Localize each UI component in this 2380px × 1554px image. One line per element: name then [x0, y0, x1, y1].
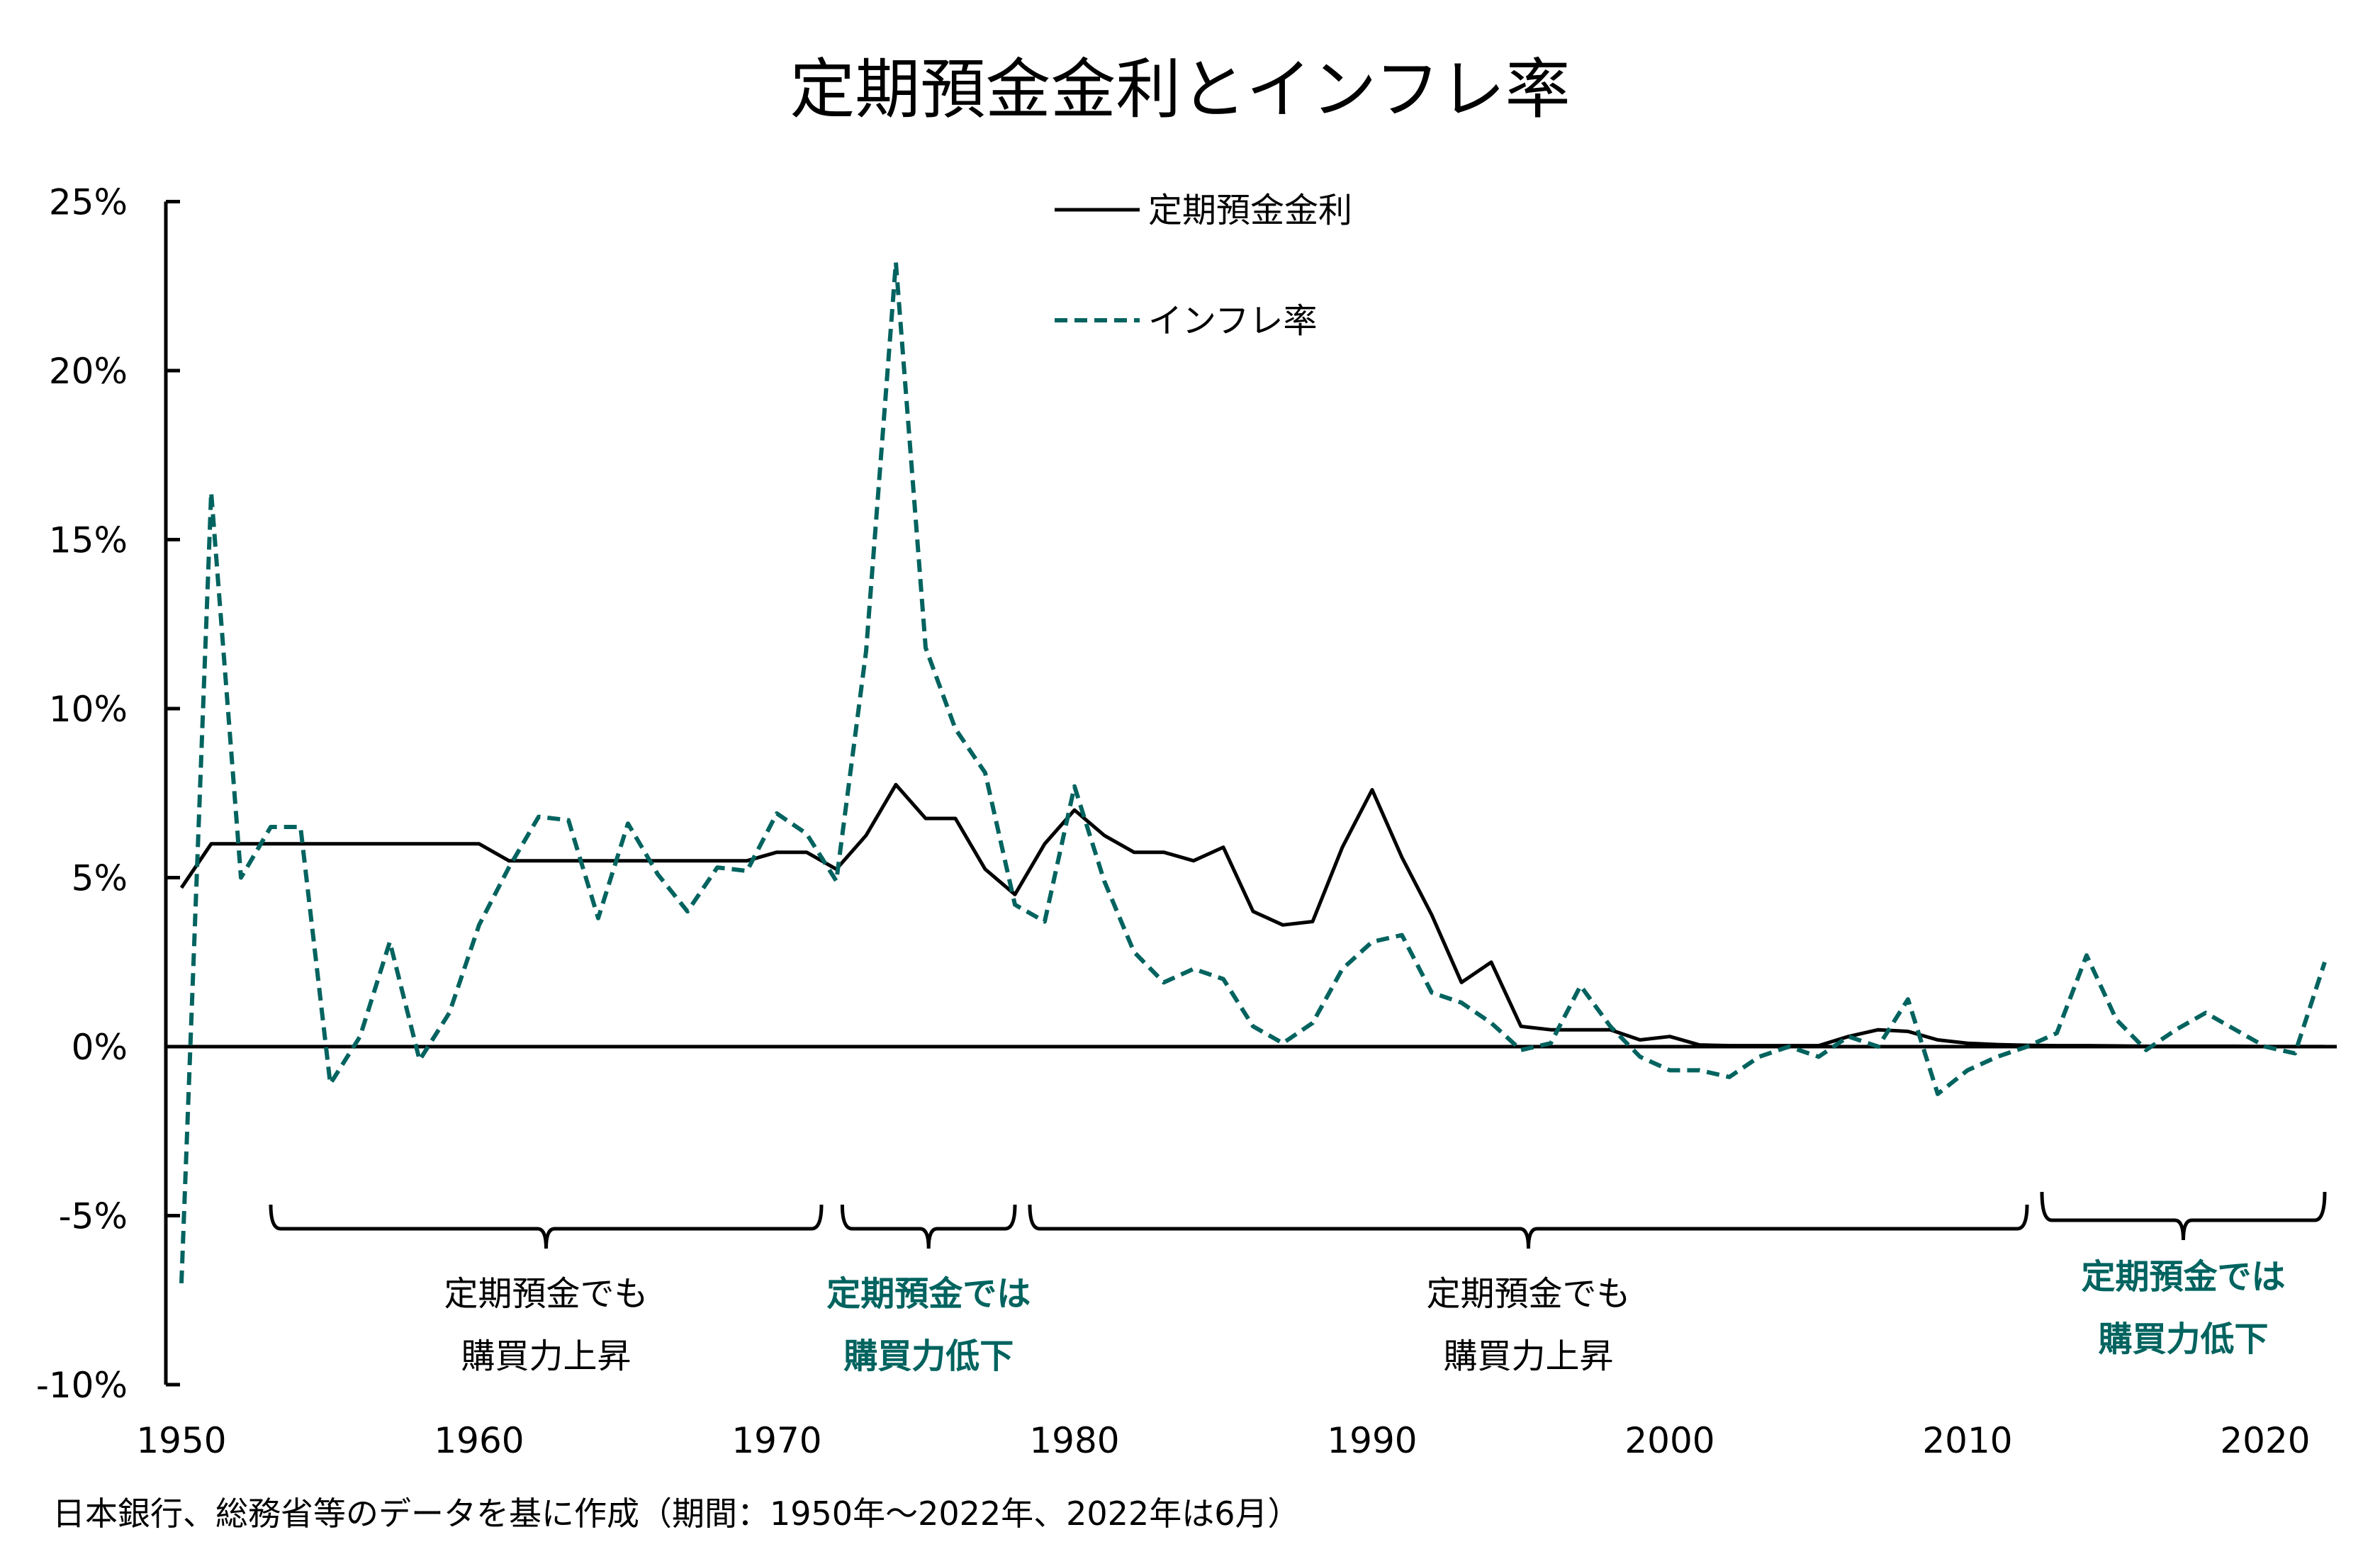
annotation-label: 定期預金でも: [1426, 1274, 1630, 1314]
y-tick-label: -5%: [59, 1196, 128, 1237]
legend: 定期預金金利 インフレ率: [1055, 191, 1352, 341]
x-tick-label: 2010: [1922, 1420, 2012, 1461]
bracket: [1028, 1204, 2029, 1249]
chart-title: 定期預金金利とインフレ率: [790, 52, 1570, 128]
series-group: [179, 260, 2327, 1284]
annotations: 定期預金でも購買力上昇定期預金では購買力低下定期預金でも購買力上昇定期預金では購…: [269, 1191, 2327, 1376]
series-line-inflation-rate: [179, 260, 2327, 1284]
series-line-deposit-rate: [179, 782, 2325, 1049]
source-note: 日本銀行、総務省等のデータを基に作成（期間：1950年～2022年、2022年は…: [52, 1494, 1300, 1533]
legend-label-inflation: インフレ率: [1148, 301, 1318, 341]
y-tick-label: -10%: [36, 1365, 128, 1406]
x-tick-label: 2000: [1624, 1420, 1714, 1461]
x-tick-label: 1990: [1327, 1420, 1417, 1461]
y-tick-label: 10%: [49, 689, 128, 730]
annotation-label: 定期預金では: [2081, 1257, 2285, 1297]
x-tick-label: 1960: [434, 1420, 524, 1461]
annotation-label: 購買力上昇: [1443, 1336, 1613, 1376]
bracket: [269, 1204, 824, 1249]
legend-label-deposit: 定期預金金利: [1148, 191, 1352, 230]
y-tick-label: 15%: [49, 520, 128, 561]
bracket: [2040, 1191, 2327, 1241]
x-tick-label: 1970: [731, 1420, 821, 1461]
annotation-label: 購買力低下: [843, 1336, 1014, 1376]
annotation-label: 購買力低下: [2098, 1319, 2268, 1359]
y-tick-label: 5%: [72, 858, 128, 899]
annotation-label: 定期預金では: [826, 1274, 1031, 1314]
x-tick-label: 1950: [136, 1420, 226, 1461]
y-tick-label: 20%: [49, 351, 128, 392]
y-tick-label: 25%: [49, 182, 128, 223]
x-tick-label: 2020: [2220, 1420, 2310, 1461]
x-tick-label: 1980: [1029, 1420, 1119, 1461]
axes: 25% 20% 15% 10% 5% 0% -5% -10%1950 1960 1970 1980 1…: [36, 182, 2337, 1461]
annotation-label: 購買力上昇: [461, 1336, 631, 1376]
y-tick-label: 0%: [72, 1027, 128, 1068]
bracket: [840, 1204, 1017, 1249]
annotation-label: 定期預金でも: [444, 1274, 648, 1314]
